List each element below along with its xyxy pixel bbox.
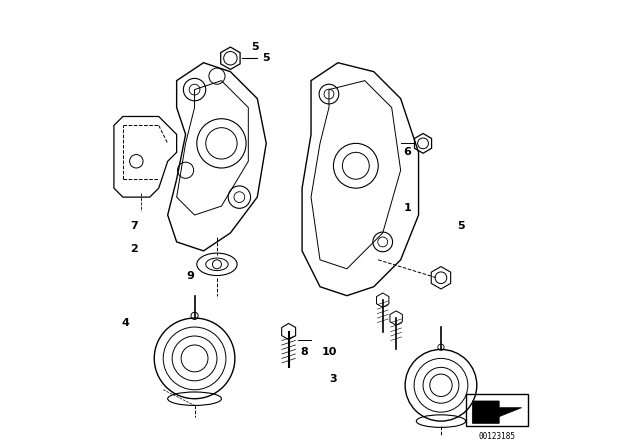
Text: 5: 5 [262, 53, 269, 63]
Polygon shape [472, 401, 522, 423]
Text: 7: 7 [130, 221, 138, 231]
Text: 6: 6 [403, 147, 412, 157]
Text: 5: 5 [458, 221, 465, 231]
Text: 3: 3 [330, 374, 337, 383]
Text: 9: 9 [186, 271, 194, 280]
Text: 4: 4 [121, 318, 129, 327]
Text: 10: 10 [321, 347, 337, 357]
Text: 5: 5 [252, 42, 259, 52]
FancyBboxPatch shape [466, 394, 529, 426]
Text: 00123185: 00123185 [479, 432, 515, 441]
Text: 1: 1 [403, 203, 412, 213]
Text: 2: 2 [130, 244, 138, 254]
Text: 8: 8 [300, 347, 308, 357]
